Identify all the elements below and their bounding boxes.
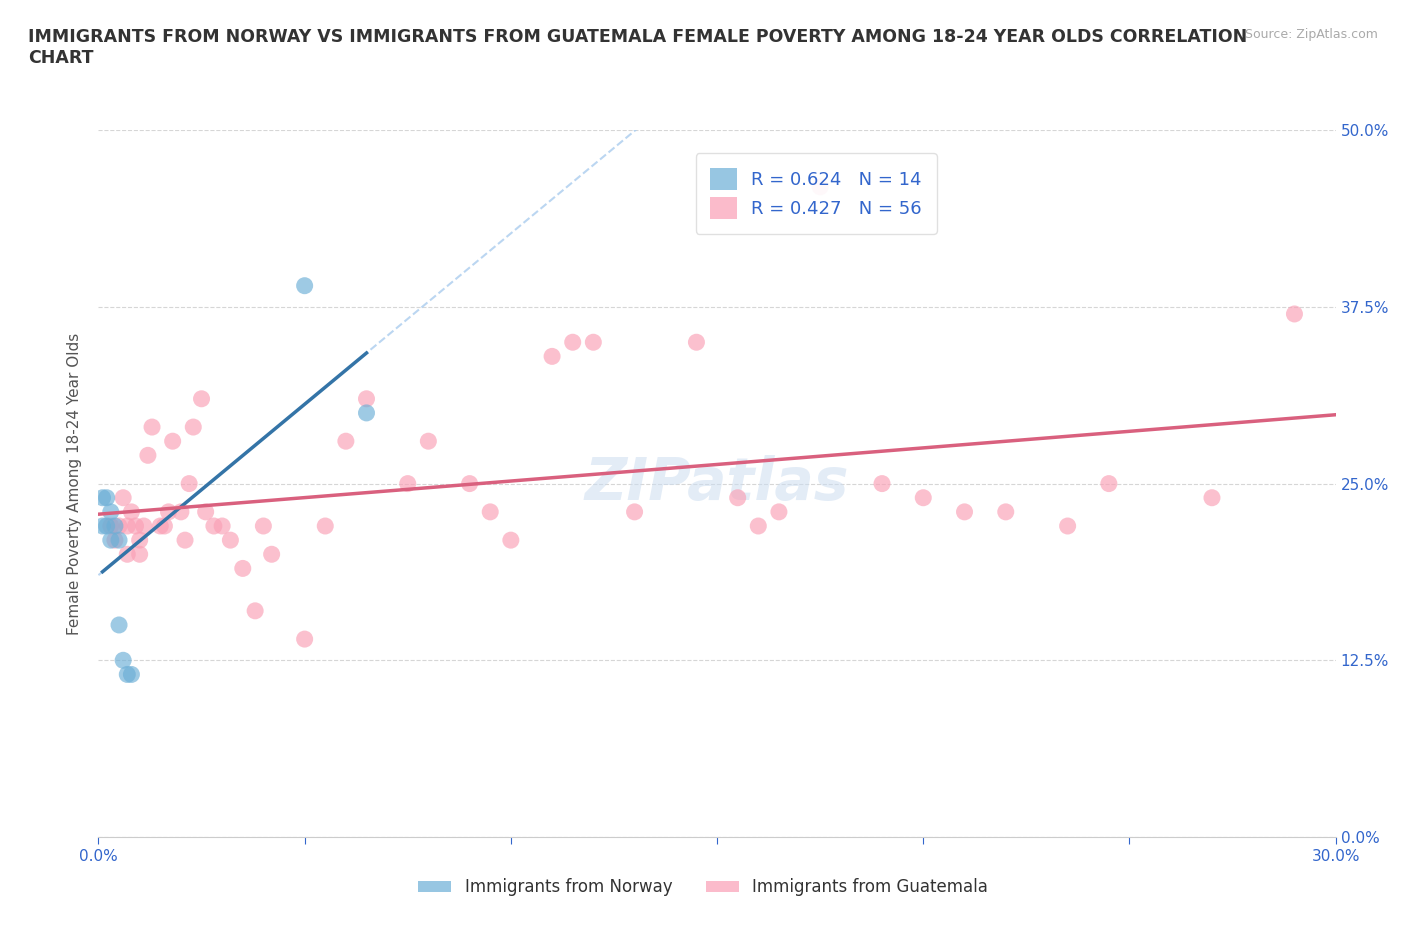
Point [96,490,118,505]
Point [747,519,769,534]
Point [157,504,180,519]
Point [1056,519,1078,534]
Point [104,533,127,548]
Point [356,405,378,420]
Point [170,504,193,519]
Point [91,519,114,534]
Point [202,519,225,534]
Point [1201,490,1223,505]
Y-axis label: Female Poverty Among 18-24 Year Olds: Female Poverty Among 18-24 Year Olds [67,333,83,635]
Point [162,433,184,448]
Point [232,561,254,576]
Point [479,504,502,519]
Point [356,392,378,406]
Point [128,547,150,562]
Point [96,519,118,534]
Point [727,490,749,505]
Point [294,278,316,293]
Point [294,631,316,646]
Point [100,504,122,519]
Point [335,433,357,448]
Point [808,179,831,194]
Text: ZIPatlas: ZIPatlas [585,455,849,512]
Point [153,519,176,534]
Point [124,519,146,534]
Point [870,476,893,491]
Point [418,433,440,448]
Point [104,519,127,534]
Point [396,476,419,491]
Point [1098,476,1121,491]
Point [149,519,172,534]
Point [181,419,204,434]
Point [211,519,233,534]
Point [458,476,481,491]
Point [120,667,142,682]
Point [623,504,645,519]
Point [112,653,135,668]
Point [314,519,336,534]
Point [912,490,935,505]
Point [120,504,142,519]
Point [128,533,150,548]
Point [582,335,605,350]
Point [174,533,197,548]
Point [117,547,139,562]
Point [112,490,135,505]
Legend: R = 0.624   N = 14, R = 0.427   N = 56: R = 0.624 N = 14, R = 0.427 N = 56 [696,153,936,233]
Point [260,547,283,562]
Point [768,504,790,519]
Point [561,335,583,350]
Point [117,519,139,534]
Point [100,533,122,548]
Point [91,490,114,505]
Point [252,519,274,534]
Point [499,533,522,548]
Point [117,667,139,682]
Text: Source: ZipAtlas.com: Source: ZipAtlas.com [1244,28,1378,41]
Point [243,604,266,618]
Legend: Immigrants from Norway, Immigrants from Guatemala: Immigrants from Norway, Immigrants from … [411,871,995,903]
Point [136,448,159,463]
Point [108,519,131,534]
Point [108,533,131,548]
Text: IMMIGRANTS FROM NORWAY VS IMMIGRANTS FROM GUATEMALA FEMALE POVERTY AMONG 18-24 Y: IMMIGRANTS FROM NORWAY VS IMMIGRANTS FRO… [28,28,1247,67]
Point [141,419,163,434]
Point [100,519,122,534]
Point [953,504,976,519]
Point [194,504,217,519]
Point [685,335,707,350]
Point [994,504,1017,519]
Point [179,476,201,491]
Point [132,519,155,534]
Point [190,392,212,406]
Point [219,533,242,548]
Point [1284,307,1306,322]
Point [108,618,131,632]
Point [541,349,564,364]
